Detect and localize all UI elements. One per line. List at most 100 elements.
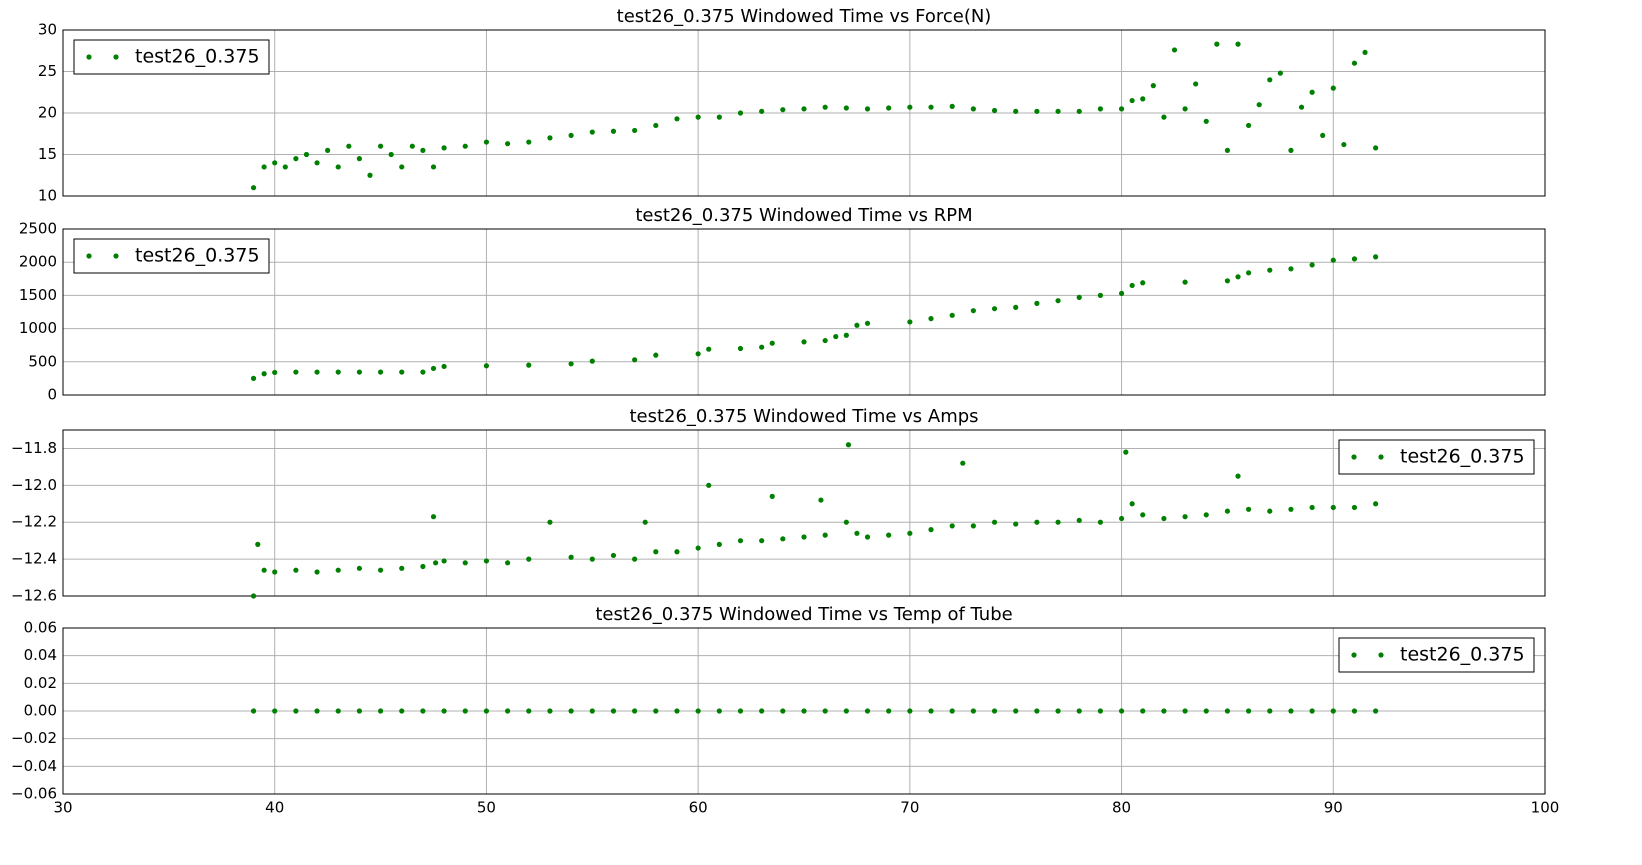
data-point (1193, 81, 1199, 87)
data-point (1097, 106, 1103, 112)
data-point (433, 560, 439, 566)
legend-label: test26_0.375 (135, 245, 260, 267)
data-point (1140, 96, 1146, 102)
data-point (907, 104, 913, 110)
y-tick-label: 25 (38, 62, 57, 80)
x-tick-label: 50 (477, 799, 496, 817)
data-point (706, 482, 712, 488)
chart-title: test26_0.375 Windowed Time vs Amps (629, 406, 978, 427)
data-point (801, 534, 807, 540)
legend-marker (86, 54, 92, 60)
data-point (1097, 519, 1103, 525)
data-point (399, 565, 405, 571)
data-point (1309, 708, 1315, 714)
data-point (695, 114, 701, 120)
data-point (1161, 515, 1167, 522)
data-point (1129, 97, 1135, 104)
data-point (1267, 508, 1273, 514)
data-point (695, 708, 701, 714)
data-point (356, 156, 362, 162)
data-point (759, 108, 765, 114)
data-point (1330, 85, 1336, 91)
data-point (716, 708, 722, 714)
data-point (1351, 256, 1358, 262)
data-point (991, 306, 998, 312)
data-point (991, 519, 998, 525)
y-tick-label: 0.00 (24, 702, 57, 720)
data-point (282, 164, 288, 170)
data-point (674, 116, 680, 122)
data-point (949, 708, 955, 714)
data-point (716, 114, 722, 120)
data-point (314, 708, 320, 714)
data-point (272, 160, 278, 166)
data-point (399, 369, 405, 375)
data-point (1034, 300, 1040, 306)
data-point (526, 556, 532, 562)
data-point (1140, 512, 1146, 518)
legend-box (73, 238, 270, 274)
data-point (822, 532, 828, 538)
data-point (420, 563, 426, 570)
data-point (483, 558, 490, 564)
data-point (356, 708, 362, 714)
data-point (780, 708, 786, 714)
y-tick-label: 10 (38, 187, 57, 205)
data-point (1182, 514, 1188, 520)
data-point (1267, 77, 1273, 83)
y-tick-label: 500 (28, 352, 57, 370)
data-point (1161, 114, 1167, 120)
data-point (759, 708, 765, 714)
data-point (1246, 270, 1252, 276)
data-point (335, 164, 341, 170)
data-point (547, 135, 553, 141)
data-point (346, 143, 352, 149)
data-point (1182, 708, 1188, 714)
data-point (462, 560, 468, 566)
data-point (399, 164, 405, 170)
data-point (854, 530, 860, 536)
data-point (1351, 708, 1358, 714)
data-point (1013, 708, 1019, 714)
data-point (272, 569, 278, 575)
data-point (1140, 708, 1146, 714)
data-point (272, 369, 278, 376)
data-point (1055, 519, 1061, 525)
data-point (1373, 254, 1379, 260)
data-point (1150, 83, 1156, 89)
data-point (886, 105, 892, 111)
data-point (399, 708, 405, 714)
data-point (674, 549, 680, 555)
data-point (1235, 473, 1241, 479)
x-tick-label: 60 (689, 799, 708, 817)
data-point (1320, 132, 1326, 139)
data-point (653, 352, 659, 358)
data-point (505, 560, 511, 566)
data-point (250, 593, 257, 599)
y-tick-label: 0.06 (24, 619, 57, 637)
legend-label: test26_0.375 (1400, 644, 1525, 666)
data-point (1118, 106, 1125, 112)
data-point (801, 106, 807, 112)
legend-box (1338, 637, 1535, 673)
legend-label: test26_0.375 (135, 46, 260, 68)
data-point (970, 523, 976, 529)
data-point (653, 122, 659, 129)
data-point (526, 139, 532, 145)
data-point (653, 708, 659, 714)
data-point (261, 164, 267, 170)
data-point (632, 357, 638, 363)
legend-box (73, 39, 270, 75)
data-point (1267, 267, 1273, 273)
plot-frame (62, 429, 1546, 597)
data-point (822, 104, 828, 110)
data-point (970, 106, 976, 112)
data-point (928, 708, 934, 714)
data-point (462, 143, 468, 149)
chart-title: test26_0.375 Windowed Time vs Force(N) (617, 6, 992, 27)
data-point (833, 333, 839, 340)
x-tick-label: 30 (53, 799, 72, 817)
data-point (356, 565, 362, 571)
y-tick-label: 30 (38, 21, 57, 39)
